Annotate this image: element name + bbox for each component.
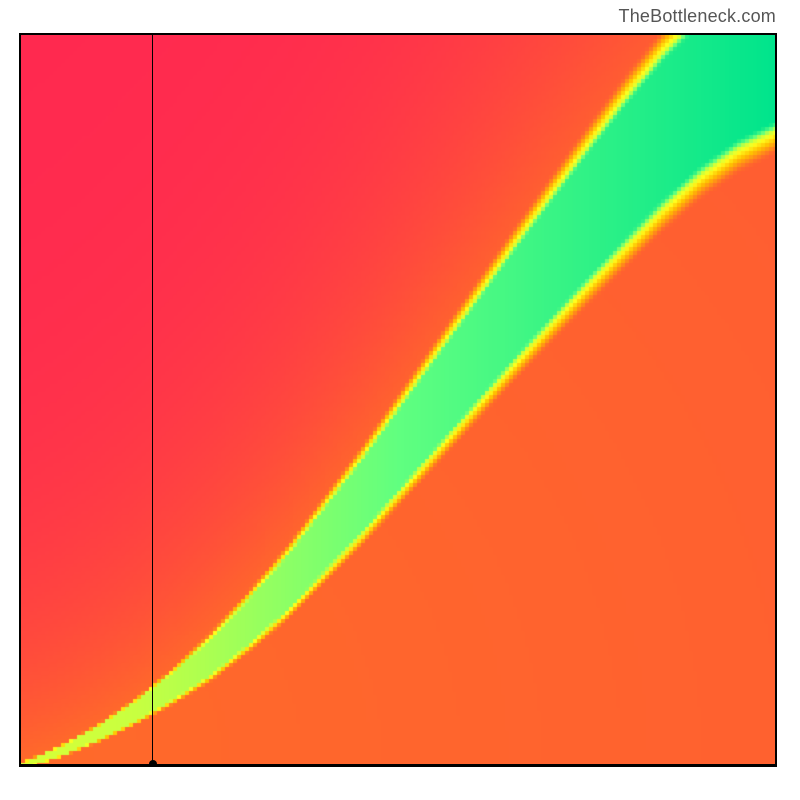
crosshair-point bbox=[149, 760, 157, 767]
watermark-text: TheBottleneck.com bbox=[619, 6, 776, 27]
heatmap-canvas bbox=[21, 35, 775, 765]
crosshair-vertical bbox=[152, 35, 153, 765]
heatmap-frame bbox=[19, 33, 777, 767]
crosshair-horizontal bbox=[21, 764, 775, 765]
